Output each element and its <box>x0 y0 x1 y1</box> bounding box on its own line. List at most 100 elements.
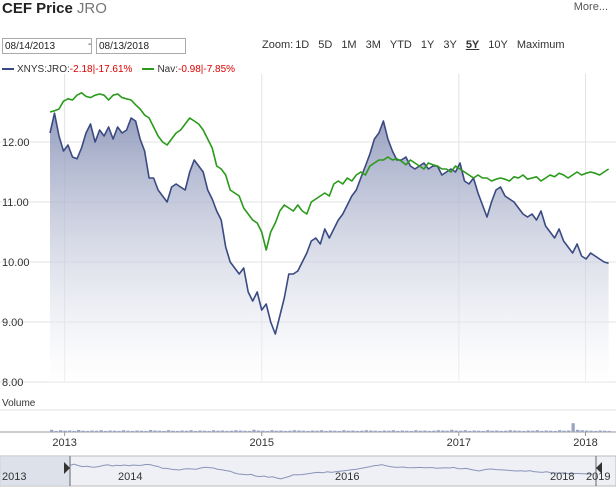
volume-bar <box>292 430 297 432</box>
volume-bar <box>162 430 166 432</box>
volume-bar <box>351 430 355 432</box>
legend-item-xnys-jro[interactable]: XNYS:JRO:-2.18|-17.61% <box>2 64 132 75</box>
volume-bar <box>495 430 499 432</box>
legend-name: XNYS:JRO: <box>17 64 70 75</box>
volume-bar <box>279 430 283 432</box>
zoom-ytd-button[interactable]: YTD <box>389 39 412 51</box>
volume-bar <box>481 430 485 432</box>
volume-bar <box>580 430 584 432</box>
volume-bar <box>148 430 153 432</box>
volume-bar <box>229 430 234 432</box>
navigator-line <box>69 463 593 480</box>
volume-bar <box>549 430 553 432</box>
more-link[interactable]: More... <box>573 1 608 13</box>
volume-bar <box>531 430 535 432</box>
volume-bar <box>463 430 467 432</box>
zoom-bar: Zoom: 1D 5D 1M 3M YTD 1Y 3Y 5Y 10Y Maximum <box>262 39 574 51</box>
volume-bar <box>553 430 557 432</box>
volume-bar <box>472 430 476 432</box>
volume-bar <box>571 423 575 432</box>
volume-bar <box>526 430 530 432</box>
navigator-label: 2016 <box>335 471 359 483</box>
volume-bar <box>468 430 472 432</box>
volume-bar <box>441 430 445 432</box>
volume-bar <box>126 430 130 432</box>
volume-bar <box>54 430 58 432</box>
volume-bar <box>517 430 521 432</box>
volume-bar <box>193 430 198 432</box>
volume-bar <box>216 430 220 432</box>
zoom-1d-button[interactable]: 1D <box>295 39 310 51</box>
zoom-10y-button[interactable]: 10Y <box>488 39 508 51</box>
volume-bar <box>360 430 364 432</box>
legend-change: -2.18|-17.61% <box>69 64 133 75</box>
volume-bar <box>342 430 346 432</box>
y-tick-label: 11.00 <box>2 197 29 209</box>
zoom-maximum-button[interactable]: Maximum <box>516 39 565 51</box>
volume-bar <box>544 430 548 432</box>
price-area <box>50 113 609 382</box>
navigator-mask-left <box>0 456 70 486</box>
date-separator: - <box>88 39 92 50</box>
volume-label: Volume <box>2 398 36 409</box>
volume-bar <box>310 430 315 432</box>
legend: XNYS:JRO:-2.18|-17.61% Nav:-0.98|-7.85% <box>2 64 245 75</box>
volume-bar <box>108 430 112 432</box>
volume-bar <box>130 430 135 432</box>
volume-bar <box>436 430 440 432</box>
legend-name: Nav: <box>157 64 178 75</box>
volume-bar <box>414 430 418 432</box>
volume-bar <box>337 430 341 432</box>
volume-bar <box>562 430 566 432</box>
volume-bar <box>72 430 76 432</box>
y-tick-label: 9.00 <box>2 317 23 329</box>
volume-bar <box>189 430 193 432</box>
navigator-label: 2018 <box>550 471 574 483</box>
y-tick-label: 10.00 <box>2 257 30 269</box>
zoom-5d-button[interactable]: 5D <box>318 39 333 51</box>
start-date-input[interactable] <box>2 38 92 54</box>
volume-bar <box>117 430 121 432</box>
volume-bar <box>261 430 265 432</box>
legend-swatch <box>2 68 14 71</box>
navigator-right-arrow <box>596 462 602 474</box>
volume-bar <box>234 430 238 432</box>
volume-bar <box>598 430 602 432</box>
volume-bar <box>409 430 413 432</box>
series-line-nav <box>49 92 610 251</box>
zoom-5y-button[interactable]: 5Y <box>465 39 480 51</box>
volume-bar <box>86 430 90 432</box>
volume-bar <box>247 430 252 432</box>
legend-swatch <box>142 68 155 71</box>
volume-bar <box>459 430 463 432</box>
volume-bar <box>504 430 508 432</box>
volume-bar <box>535 430 539 432</box>
volume-bar <box>225 430 229 432</box>
zoom-1m-button[interactable]: 1M <box>341 39 357 51</box>
volume-bar <box>324 430 328 432</box>
zoom-1y-button[interactable]: 1Y <box>420 39 435 51</box>
volume-bar <box>270 430 274 432</box>
volume-bar <box>423 430 427 432</box>
volume-bar <box>486 430 490 432</box>
volume-bar <box>175 430 180 432</box>
navigator-left-arrow <box>64 462 70 474</box>
series-line-xnys-jro <box>49 112 609 335</box>
volume-bar <box>265 430 270 432</box>
zoom-3y-button[interactable]: 3Y <box>443 39 457 51</box>
navigator-label: 2019 <box>586 471 610 483</box>
zoom-3m-button[interactable]: 3M <box>365 39 381 51</box>
volume-bar <box>364 430 368 432</box>
zoom-label: Zoom: <box>262 39 294 51</box>
volume-bar <box>99 430 103 432</box>
title-text: CEF Price <box>2 0 73 17</box>
volume-bar <box>95 430 99 432</box>
volume-bar <box>499 430 503 432</box>
volume-bar <box>301 430 306 432</box>
volume-bar <box>81 430 85 432</box>
volume-bar <box>333 430 337 432</box>
legend-item-nav[interactable]: Nav:-0.98|-7.85% <box>142 64 235 75</box>
volume-bar <box>589 430 593 432</box>
end-date-input[interactable] <box>96 38 186 54</box>
